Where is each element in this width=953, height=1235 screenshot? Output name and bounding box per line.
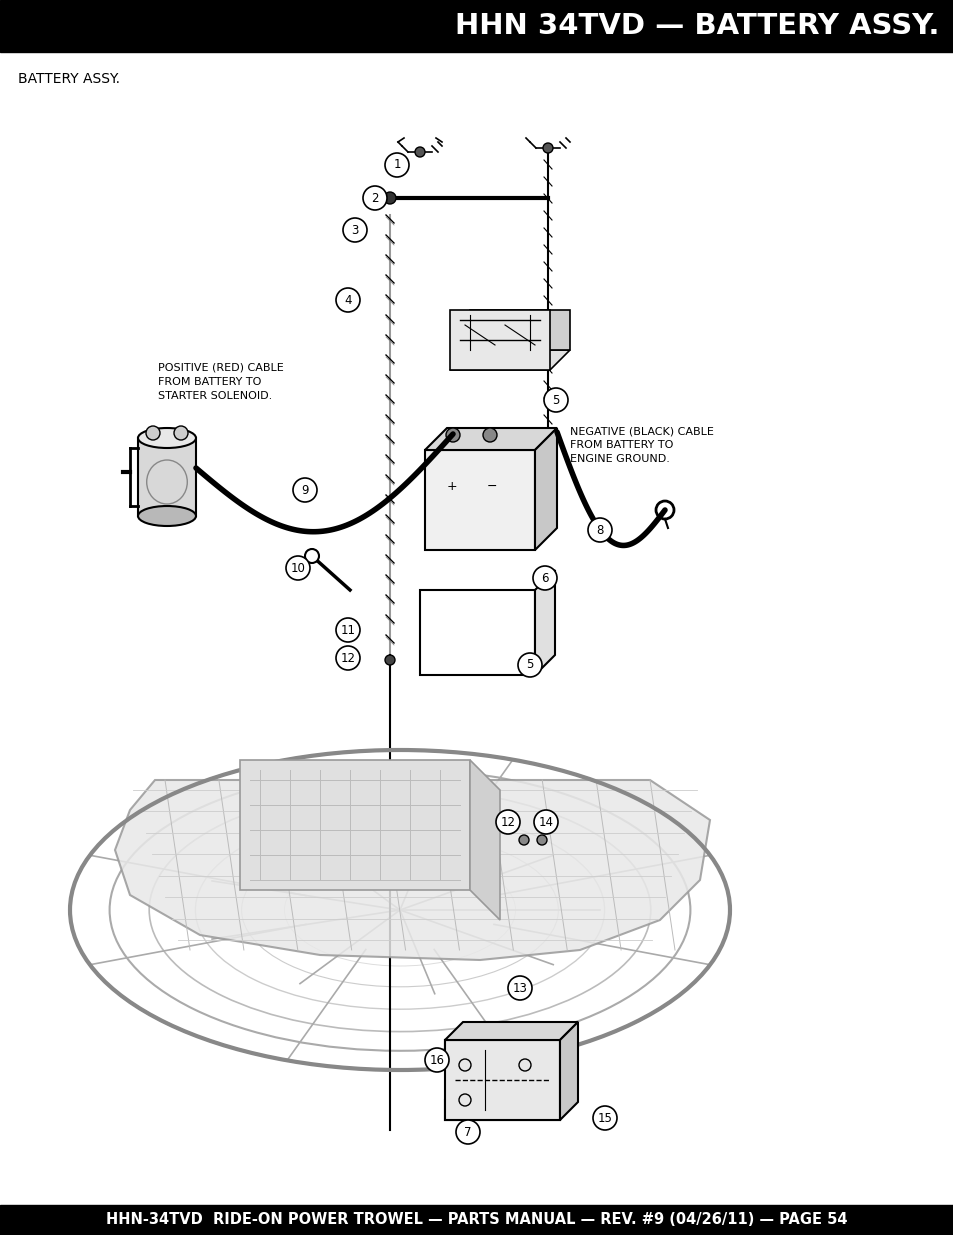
Text: 6: 6 [540, 572, 548, 584]
Bar [0, 0, 953, 52]
Polygon shape [535, 571, 555, 676]
Text: FROM BATTERY TO: FROM BATTERY TO [569, 440, 673, 450]
Circle shape [537, 835, 546, 845]
Polygon shape [424, 429, 557, 450]
Bar [240, 760, 470, 890]
Circle shape [446, 429, 459, 442]
Text: 9: 9 [301, 483, 309, 496]
Circle shape [385, 655, 395, 664]
Circle shape [534, 810, 558, 834]
Circle shape [384, 191, 395, 204]
Bar [424, 450, 535, 550]
Bar [419, 590, 535, 676]
Text: BATTERY ASSY.: BATTERY ASSY. [18, 72, 120, 86]
Text: NEGATIVE (BLACK) CABLE: NEGATIVE (BLACK) CABLE [569, 426, 713, 436]
Circle shape [415, 147, 424, 157]
Bar [0, 1205, 953, 1235]
Ellipse shape [138, 429, 195, 448]
Polygon shape [444, 1040, 559, 1120]
Circle shape [293, 478, 316, 501]
Circle shape [335, 646, 359, 671]
Text: 3: 3 [351, 224, 358, 236]
Text: −: − [486, 480, 497, 493]
Circle shape [385, 153, 409, 177]
Polygon shape [450, 350, 569, 370]
Circle shape [363, 186, 387, 210]
Polygon shape [535, 429, 557, 550]
Circle shape [305, 550, 318, 563]
Circle shape [343, 219, 367, 242]
Polygon shape [559, 1023, 578, 1120]
Text: 8: 8 [596, 524, 603, 536]
Text: 14: 14 [537, 815, 553, 829]
Text: STARTER SOLENOID.: STARTER SOLENOID. [158, 391, 272, 401]
Circle shape [335, 618, 359, 642]
Text: 11: 11 [340, 624, 355, 636]
Text: 16: 16 [429, 1053, 444, 1067]
Circle shape [518, 835, 529, 845]
Text: 10: 10 [291, 562, 305, 574]
Text: HHN-34TVD  RIDE-ON POWER TROWEL — PARTS MANUAL — REV. #9 (04/26/11) — PAGE 54: HHN-34TVD RIDE-ON POWER TROWEL — PARTS M… [106, 1213, 847, 1228]
Polygon shape [470, 760, 499, 920]
Circle shape [482, 429, 497, 442]
Text: 13: 13 [512, 982, 527, 994]
Circle shape [424, 1049, 449, 1072]
Text: 4: 4 [344, 294, 352, 306]
Text: +: + [447, 480, 457, 493]
Polygon shape [444, 1023, 578, 1040]
Bar [138, 438, 195, 516]
Circle shape [286, 556, 310, 580]
Bar [444, 1040, 559, 1120]
Text: 2: 2 [371, 191, 378, 205]
Ellipse shape [138, 506, 195, 526]
Circle shape [335, 288, 359, 312]
Circle shape [593, 1107, 617, 1130]
Circle shape [587, 517, 612, 542]
Polygon shape [450, 310, 550, 370]
Text: FROM BATTERY TO: FROM BATTERY TO [158, 377, 261, 387]
Circle shape [146, 426, 160, 440]
Circle shape [456, 1120, 479, 1144]
Text: HHN 34TVD — BATTERY ASSY.: HHN 34TVD — BATTERY ASSY. [455, 12, 939, 40]
Text: 5: 5 [552, 394, 559, 406]
Text: 7: 7 [464, 1125, 471, 1139]
Circle shape [533, 566, 557, 590]
Circle shape [543, 388, 567, 412]
Polygon shape [470, 310, 569, 350]
Circle shape [542, 143, 553, 153]
Circle shape [458, 1094, 471, 1107]
Polygon shape [115, 781, 709, 960]
Text: ENGINE GROUND.: ENGINE GROUND. [569, 454, 669, 464]
Circle shape [518, 1058, 531, 1071]
Text: 15: 15 [597, 1112, 612, 1125]
Text: 1: 1 [393, 158, 400, 172]
Circle shape [173, 426, 188, 440]
Text: 12: 12 [500, 815, 515, 829]
Circle shape [507, 976, 532, 1000]
Text: 5: 5 [526, 658, 533, 672]
Text: POSITIVE (RED) CABLE: POSITIVE (RED) CABLE [158, 363, 283, 373]
Circle shape [458, 1058, 471, 1071]
Circle shape [496, 810, 519, 834]
Text: 12: 12 [340, 652, 355, 664]
Circle shape [517, 653, 541, 677]
